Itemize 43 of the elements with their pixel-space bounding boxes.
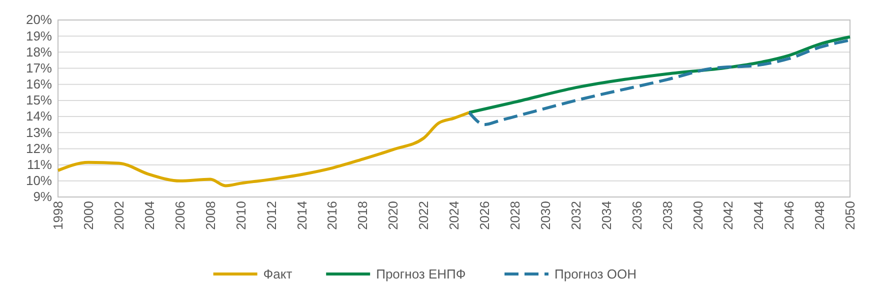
x-tick-label: 2000 bbox=[81, 201, 96, 230]
x-tick-label: 2044 bbox=[751, 201, 766, 230]
x-tick-label: 2034 bbox=[598, 201, 614, 230]
x-tick-label: 2032 bbox=[568, 201, 584, 230]
x-tick-label: 2048 bbox=[812, 201, 828, 230]
x-tick-label: 2042 bbox=[720, 201, 736, 230]
y-tick-label: 19% bbox=[26, 28, 52, 44]
y-tick-label: 14% bbox=[26, 108, 52, 124]
x-tick-label: 2016 bbox=[324, 201, 340, 230]
y-tick-label: 15% bbox=[26, 92, 52, 108]
x-tick-label: 2040 bbox=[690, 201, 706, 230]
y-tick-label: 9% bbox=[33, 189, 52, 204]
y-tick-label: 16% bbox=[26, 76, 52, 92]
x-tick-label: 2012 bbox=[264, 201, 279, 230]
x-tick-label: 2006 bbox=[172, 201, 188, 230]
x-tick-label: 2036 bbox=[629, 201, 644, 230]
x-tick-label: 2026 bbox=[477, 201, 492, 230]
x-tick-label: 2046 bbox=[782, 201, 797, 230]
x-tick-label: 2030 bbox=[538, 201, 553, 230]
x-tick-label: 2020 bbox=[386, 201, 401, 230]
x-tick-label: 2038 bbox=[660, 201, 675, 230]
x-tick-label: 1998 bbox=[50, 201, 66, 230]
y-tick-label: 13% bbox=[26, 124, 52, 140]
x-tick-label: 2014 bbox=[294, 201, 310, 230]
x-tick-label: 2018 bbox=[355, 201, 370, 230]
x-tick-label: 2022 bbox=[416, 201, 432, 230]
y-tick-label: 10% bbox=[26, 173, 52, 188]
x-tick-label: 2050 bbox=[842, 201, 858, 230]
y-tick-label: 11% bbox=[26, 156, 52, 172]
x-tick-label: 2010 bbox=[233, 201, 248, 230]
x-tick-label: 2028 bbox=[507, 201, 522, 230]
x-tick-label: 2008 bbox=[202, 201, 218, 230]
y-tick-label: 17% bbox=[26, 60, 52, 76]
legend-label: Прогноз ЕНПФ bbox=[376, 266, 466, 282]
y-tick-label: 18% bbox=[26, 44, 52, 60]
y-tick-label: 20% bbox=[26, 12, 52, 28]
x-tick-label: 2024 bbox=[446, 201, 462, 230]
x-tick-label: 2002 bbox=[111, 201, 126, 230]
line-series bbox=[56, 111, 471, 188]
y-tick-label: 12% bbox=[26, 140, 52, 156]
legend-label: Прогноз ООН bbox=[554, 266, 636, 282]
legend-label: Факт bbox=[263, 266, 292, 282]
x-tick-label: 2004 bbox=[142, 201, 157, 230]
